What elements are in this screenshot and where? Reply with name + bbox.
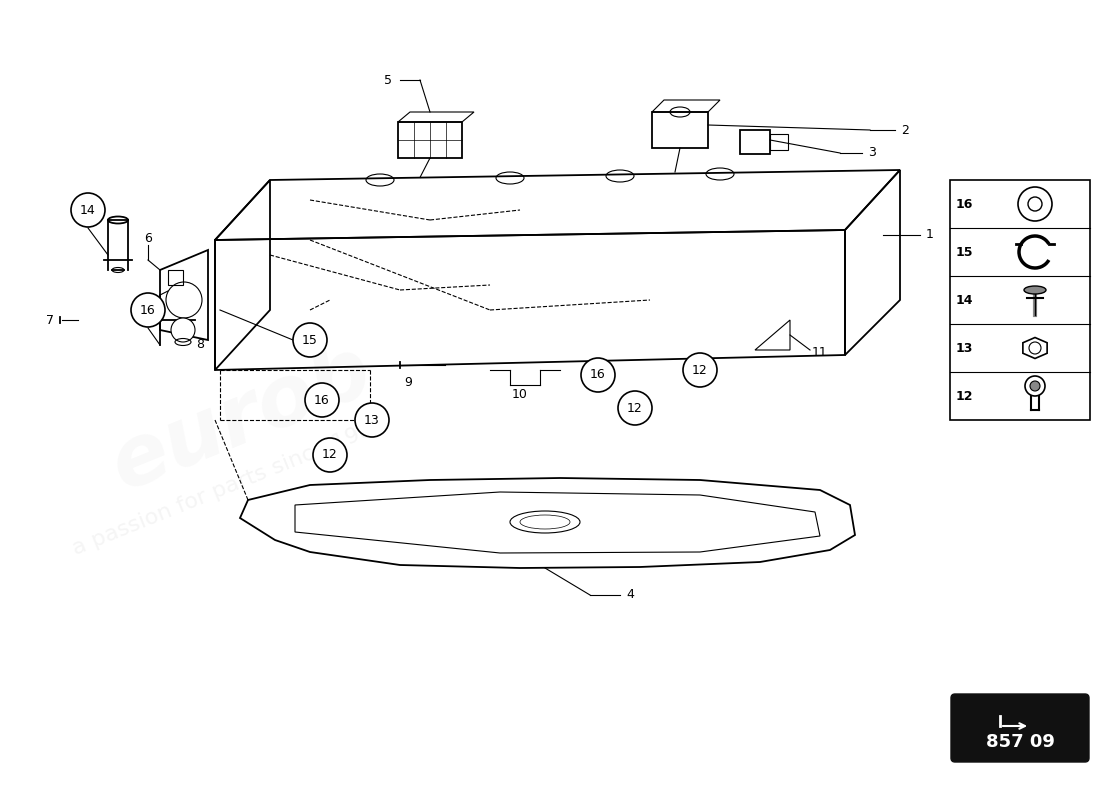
Text: 14: 14	[80, 203, 96, 217]
Text: 16: 16	[140, 303, 156, 317]
Text: 12: 12	[627, 402, 642, 414]
Circle shape	[170, 318, 195, 342]
Text: 2: 2	[901, 123, 909, 137]
Text: 4: 4	[626, 589, 634, 602]
Text: 1: 1	[926, 229, 934, 242]
Text: 16: 16	[590, 369, 606, 382]
Text: 857 09: 857 09	[986, 733, 1055, 751]
Circle shape	[1018, 187, 1052, 221]
Circle shape	[618, 391, 652, 425]
Circle shape	[1028, 342, 1041, 354]
Text: 9: 9	[404, 375, 411, 389]
Text: 10: 10	[513, 389, 528, 402]
Text: 11: 11	[812, 346, 828, 358]
Text: 15: 15	[955, 246, 972, 258]
Circle shape	[293, 323, 327, 357]
Circle shape	[355, 403, 389, 437]
Circle shape	[1028, 197, 1042, 211]
Text: 12: 12	[692, 363, 708, 377]
Circle shape	[72, 193, 104, 227]
Text: 13: 13	[364, 414, 380, 426]
Text: 16: 16	[315, 394, 330, 406]
Text: 3: 3	[868, 146, 876, 159]
Text: 6: 6	[144, 231, 152, 245]
Text: 12: 12	[322, 449, 338, 462]
Circle shape	[581, 358, 615, 392]
Circle shape	[305, 383, 339, 417]
Text: 13: 13	[955, 342, 972, 354]
Circle shape	[683, 353, 717, 387]
Circle shape	[131, 293, 165, 327]
Text: 8: 8	[196, 338, 204, 351]
Text: eurob: eurob	[100, 330, 384, 507]
Circle shape	[314, 438, 346, 472]
Text: 14: 14	[955, 294, 972, 306]
Text: 7: 7	[46, 314, 54, 326]
Circle shape	[166, 282, 202, 318]
FancyBboxPatch shape	[952, 694, 1089, 762]
Text: 5: 5	[384, 74, 392, 86]
Text: a passion for parts since 1985: a passion for parts since 1985	[70, 414, 389, 559]
Text: 15: 15	[302, 334, 318, 346]
Text: 12: 12	[955, 390, 972, 402]
Circle shape	[1025, 376, 1045, 396]
Text: 16: 16	[955, 198, 972, 210]
Ellipse shape	[1024, 286, 1046, 294]
Polygon shape	[1023, 338, 1047, 358]
Circle shape	[1030, 381, 1040, 391]
